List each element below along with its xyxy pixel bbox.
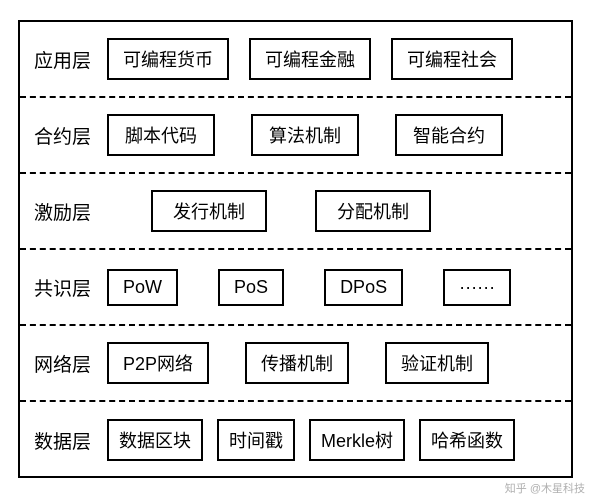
layer-row: 应用层可编程货币可编程金融可编程社会 [20,22,571,98]
item-box: 发行机制 [151,190,267,232]
item-box: 可编程社会 [391,38,513,80]
item-box: 可编程货币 [107,38,229,80]
layer-label: 共识层 [34,274,91,301]
layer-label: 激励层 [34,198,91,225]
item-box: PoS [218,269,284,306]
layer-items: 数据区块时间戳 Merkle树哈希函数 [107,419,557,461]
layer-items: 可编程货币可编程金融可编程社会 [107,38,557,80]
item-box: PoW [107,269,178,306]
item-box: 可编程金融 [249,38,371,80]
layer-label: 合约层 [34,122,91,149]
item-box: 时间戳 [217,419,295,461]
layer-row: 共识层 PoW PoS DPoS ······ [20,250,571,326]
item-box: ······ [443,269,511,306]
item-box: DPoS [324,269,403,306]
layer-items: 脚本代码算法机制智能合约 [107,114,557,156]
item-box: Merkle树 [309,419,405,461]
item-box: 传播机制 [245,342,349,384]
item-box: P2P网络 [107,342,209,384]
layer-items: PoW PoS DPoS ······ [107,269,557,306]
layer-items: P2P网络传播机制验证机制 [107,342,557,384]
layer-items: 发行机制 分配机制 [107,190,557,232]
item-box: 数据区块 [107,419,203,461]
diagram-container: 应用层可编程货币可编程金融可编程社会合约层脚本代码算法机制智能合约激励层发行机制… [18,20,573,478]
layer-row: 网络层 P2P网络传播机制验证机制 [20,326,571,402]
layer-row: 合约层脚本代码算法机制智能合约 [20,98,571,174]
layer-row: 数据层数据区块时间戳 Merkle树哈希函数 [20,402,571,478]
layer-label: 应用层 [34,46,91,73]
item-box: 分配机制 [315,190,431,232]
layer-label: 数据层 [34,427,91,454]
watermark-text: 知乎 @木星科技 [505,480,585,496]
layer-row: 激励层 发行机制 分配机制 [20,174,571,250]
item-box: 验证机制 [385,342,489,384]
item-box: 算法机制 [251,114,359,156]
item-box: 智能合约 [395,114,503,156]
layer-label: 网络层 [34,350,91,377]
item-box: 脚本代码 [107,114,215,156]
item-box: 哈希函数 [419,419,515,461]
